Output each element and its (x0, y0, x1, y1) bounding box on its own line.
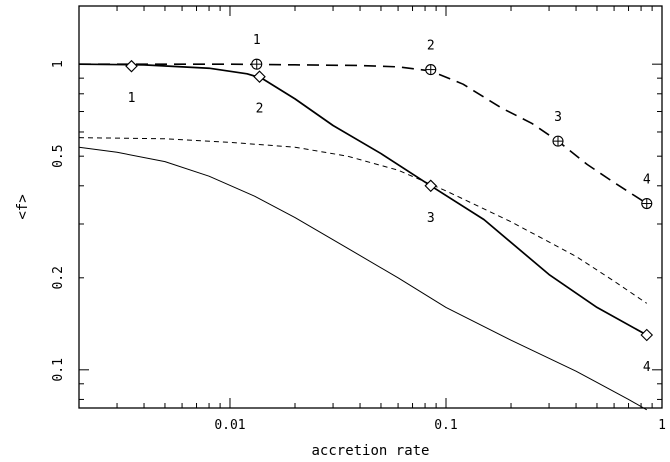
y-tick-label: 0.2 (51, 266, 66, 289)
marker-label: 2 (427, 39, 435, 54)
y-axis-label: <f> (15, 194, 31, 219)
marker-label: 4 (643, 173, 651, 188)
circle-plus-marker (425, 64, 437, 76)
series-layer (78, 63, 648, 411)
diamond-marker (253, 70, 266, 83)
marker-label: 3 (427, 211, 435, 226)
y-tick-label: 0.1 (51, 358, 66, 381)
y-tick-label: 0.5 (51, 144, 66, 167)
marker-label: 1 (128, 91, 136, 106)
marker-label: 3 (554, 110, 562, 125)
marker-label: 2 (256, 102, 264, 117)
x-tick-label: 0.01 (214, 418, 245, 433)
diamond-marker (125, 59, 138, 73)
series-line-1 (79, 63, 648, 205)
x-tick-label: 0.1 (434, 418, 457, 433)
ticks-layer: 0.01 0.1 1 0.1 0.2 0.5 1 (51, 6, 666, 433)
x-tick-label: 1 (658, 418, 666, 433)
circle-plus-marker (552, 135, 564, 147)
plot-frame (78, 5, 663, 409)
marker-label: 4 (643, 360, 651, 375)
circle-plus-marker (251, 58, 263, 70)
y-tick-label: 1 (51, 60, 66, 68)
circle-plus-marker (641, 197, 653, 210)
diamond-marker (424, 179, 438, 193)
marker-label: 1 (253, 33, 261, 48)
series-line-2 (78, 63, 648, 336)
diamond-marker (640, 328, 654, 342)
series-line-3 (78, 137, 648, 304)
series-line-4 (78, 146, 647, 411)
x-axis-label: accretion rate (311, 443, 429, 459)
markers-layer: 1 2 3 4 1 2 3 4 (125, 33, 654, 375)
